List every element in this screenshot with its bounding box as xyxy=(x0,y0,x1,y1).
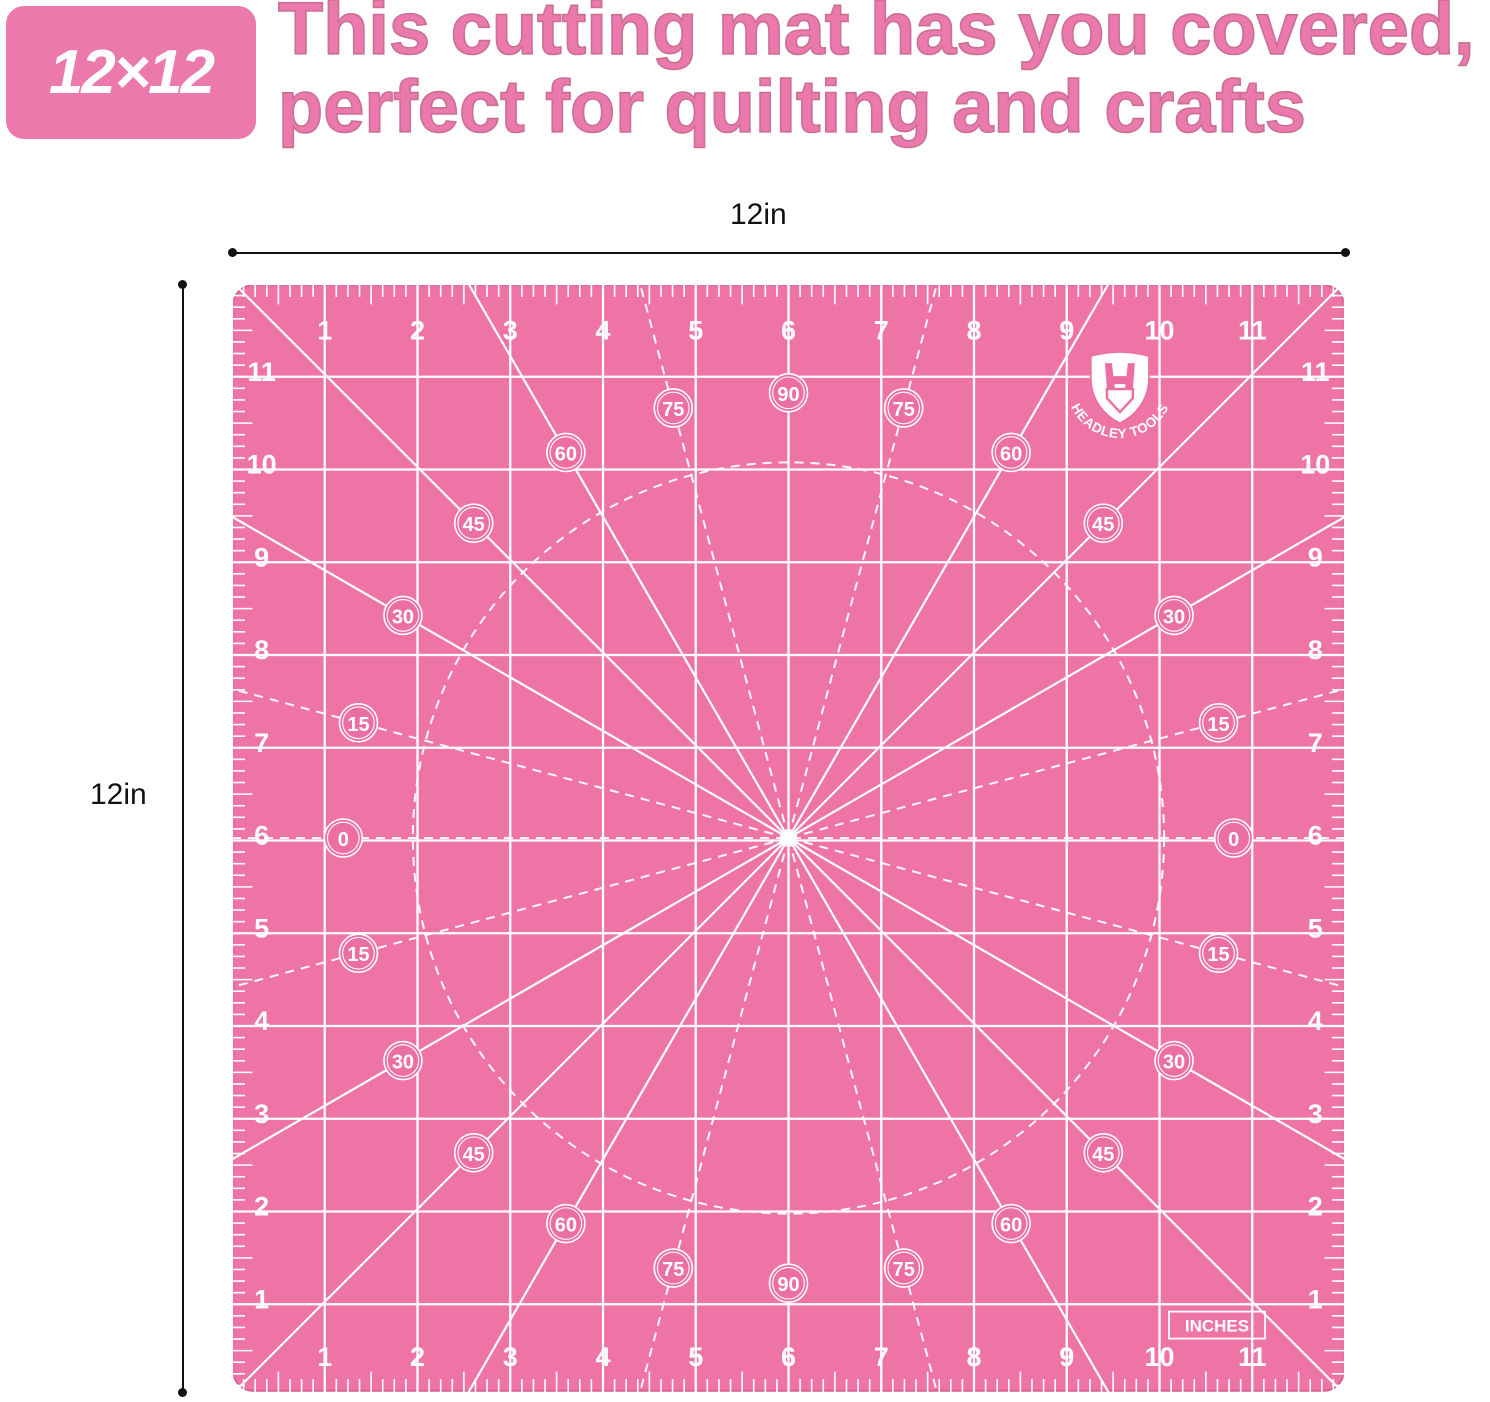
svg-text:INCHES: INCHES xyxy=(1185,1317,1249,1336)
svg-text:15: 15 xyxy=(347,944,369,966)
svg-text:30: 30 xyxy=(1163,1052,1185,1074)
svg-text:2: 2 xyxy=(410,1342,425,1372)
svg-text:9: 9 xyxy=(1059,1342,1074,1372)
svg-text:4: 4 xyxy=(254,1006,269,1036)
svg-text:4: 4 xyxy=(1308,1006,1323,1036)
svg-text:7: 7 xyxy=(1308,728,1323,758)
svg-text:3: 3 xyxy=(503,1342,518,1372)
svg-text:1: 1 xyxy=(317,316,332,346)
svg-text:11: 11 xyxy=(1301,357,1330,387)
svg-text:7: 7 xyxy=(874,1342,889,1372)
svg-text:30: 30 xyxy=(392,1052,414,1074)
svg-text:15: 15 xyxy=(347,714,369,736)
svg-text:30: 30 xyxy=(392,606,414,628)
svg-text:2: 2 xyxy=(1308,1192,1323,1222)
svg-text:11: 11 xyxy=(247,357,276,387)
svg-text:8: 8 xyxy=(1308,635,1323,665)
svg-text:9: 9 xyxy=(1059,316,1074,346)
svg-text:8: 8 xyxy=(966,1342,981,1372)
svg-text:4: 4 xyxy=(595,1342,610,1372)
svg-text:2: 2 xyxy=(254,1192,269,1222)
svg-text:90: 90 xyxy=(777,1274,799,1296)
svg-text:3: 3 xyxy=(1308,1099,1323,1129)
svg-text:1: 1 xyxy=(254,1284,269,1314)
svg-text:60: 60 xyxy=(555,1215,577,1237)
svg-text:8: 8 xyxy=(966,316,981,346)
svg-text:6: 6 xyxy=(254,821,269,851)
svg-text:10: 10 xyxy=(1144,316,1174,346)
svg-text:60: 60 xyxy=(555,443,577,465)
svg-text:45: 45 xyxy=(463,1144,485,1166)
svg-text:60: 60 xyxy=(1000,443,1022,465)
svg-text:10: 10 xyxy=(1144,1342,1174,1372)
svg-text:7: 7 xyxy=(874,316,889,346)
svg-text:5: 5 xyxy=(688,1342,703,1372)
svg-text:2: 2 xyxy=(410,316,425,346)
svg-text:30: 30 xyxy=(1163,606,1185,628)
svg-text:3: 3 xyxy=(254,1099,269,1129)
svg-text:8: 8 xyxy=(254,635,269,665)
svg-text:3: 3 xyxy=(503,316,518,346)
svg-text:75: 75 xyxy=(893,1259,915,1281)
svg-text:15: 15 xyxy=(1207,714,1229,736)
svg-text:5: 5 xyxy=(1308,913,1323,943)
svg-text:45: 45 xyxy=(1092,514,1114,536)
svg-text:5: 5 xyxy=(254,913,269,943)
svg-text:10: 10 xyxy=(1300,450,1330,480)
svg-text:7: 7 xyxy=(254,728,269,758)
svg-text:10: 10 xyxy=(247,450,277,480)
svg-text:45: 45 xyxy=(463,514,485,536)
svg-text:5: 5 xyxy=(688,316,703,346)
svg-text:0: 0 xyxy=(338,829,349,851)
svg-text:11: 11 xyxy=(1238,316,1267,346)
svg-text:75: 75 xyxy=(662,399,684,421)
svg-text:9: 9 xyxy=(1308,542,1323,572)
svg-text:60: 60 xyxy=(1000,1215,1022,1237)
svg-text:1: 1 xyxy=(317,1342,332,1372)
svg-text:6: 6 xyxy=(1308,821,1323,851)
svg-text:4: 4 xyxy=(595,316,610,346)
svg-text:90: 90 xyxy=(777,384,799,406)
svg-text:9: 9 xyxy=(254,542,269,572)
svg-text:75: 75 xyxy=(893,399,915,421)
svg-text:15: 15 xyxy=(1207,944,1229,966)
svg-text:11: 11 xyxy=(1238,1342,1267,1372)
svg-text:1: 1 xyxy=(1308,1284,1323,1314)
svg-text:45: 45 xyxy=(1092,1144,1114,1166)
svg-text:75: 75 xyxy=(662,1259,684,1281)
svg-text:0: 0 xyxy=(1228,829,1239,851)
